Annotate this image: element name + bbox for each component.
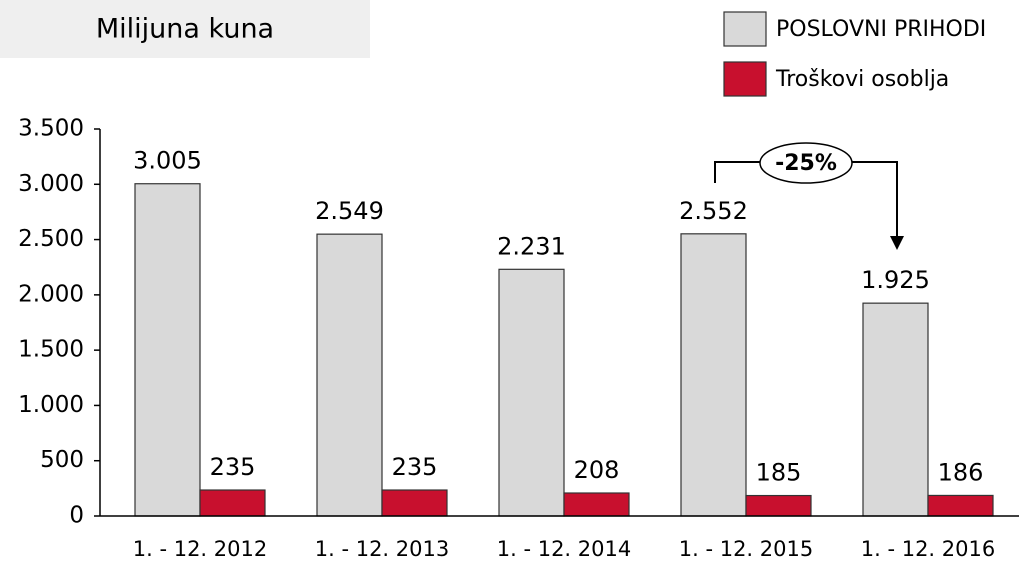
annotation-text: -25% [775, 151, 837, 176]
bar [745, 494, 812, 517]
chart-title: Milijuna kuna [96, 14, 274, 45]
data-label: 1.925 [861, 266, 930, 294]
bar [316, 233, 383, 517]
data-label: 185 [756, 459, 802, 487]
bar [680, 233, 747, 517]
x-tick-label: 1. - 12. 2012 [133, 537, 267, 561]
y-tick-label: 1.000 [18, 392, 84, 418]
legend-label: Troškovi osoblja [775, 67, 949, 92]
y-tick-label: 0 [69, 503, 84, 529]
x-tick-label: 1. - 12. 2016 [861, 537, 995, 561]
legend-swatch [723, 61, 767, 97]
data-label: 2.549 [315, 197, 384, 225]
annotation: -25% [714, 142, 904, 250]
data-label: 208 [574, 456, 620, 484]
x-tick-label: 1. - 12. 2014 [497, 537, 631, 561]
bar [927, 494, 994, 517]
y-tick-label: 2.000 [18, 281, 84, 307]
data-label: 3.005 [133, 147, 202, 175]
legend-label: POSLOVNI PRIHODI [776, 17, 986, 42]
data-label: 2.231 [497, 232, 566, 260]
x-tick-label: 1. - 12. 2015 [679, 537, 813, 561]
x-tick-label: 1. - 12. 2013 [315, 537, 449, 561]
annotation-oval [759, 142, 853, 184]
data-label: 235 [210, 453, 256, 481]
data-label: 186 [938, 458, 984, 486]
bar [381, 489, 448, 517]
title-box [0, 0, 370, 58]
bar [563, 492, 630, 517]
bar [199, 489, 266, 517]
bar [498, 268, 565, 517]
bar [134, 183, 201, 517]
legend-swatch [723, 11, 767, 47]
bar [862, 302, 929, 517]
y-tick-label: 1.500 [18, 337, 84, 363]
data-label: 235 [392, 453, 438, 481]
y-tick-label: 500 [40, 447, 84, 473]
arrow-head [890, 236, 904, 250]
y-tick-label: 3.500 [18, 116, 84, 142]
y-tick-label: 2.500 [18, 226, 84, 252]
y-tick-label: 3.000 [18, 171, 84, 197]
data-label: 2.552 [679, 197, 748, 225]
